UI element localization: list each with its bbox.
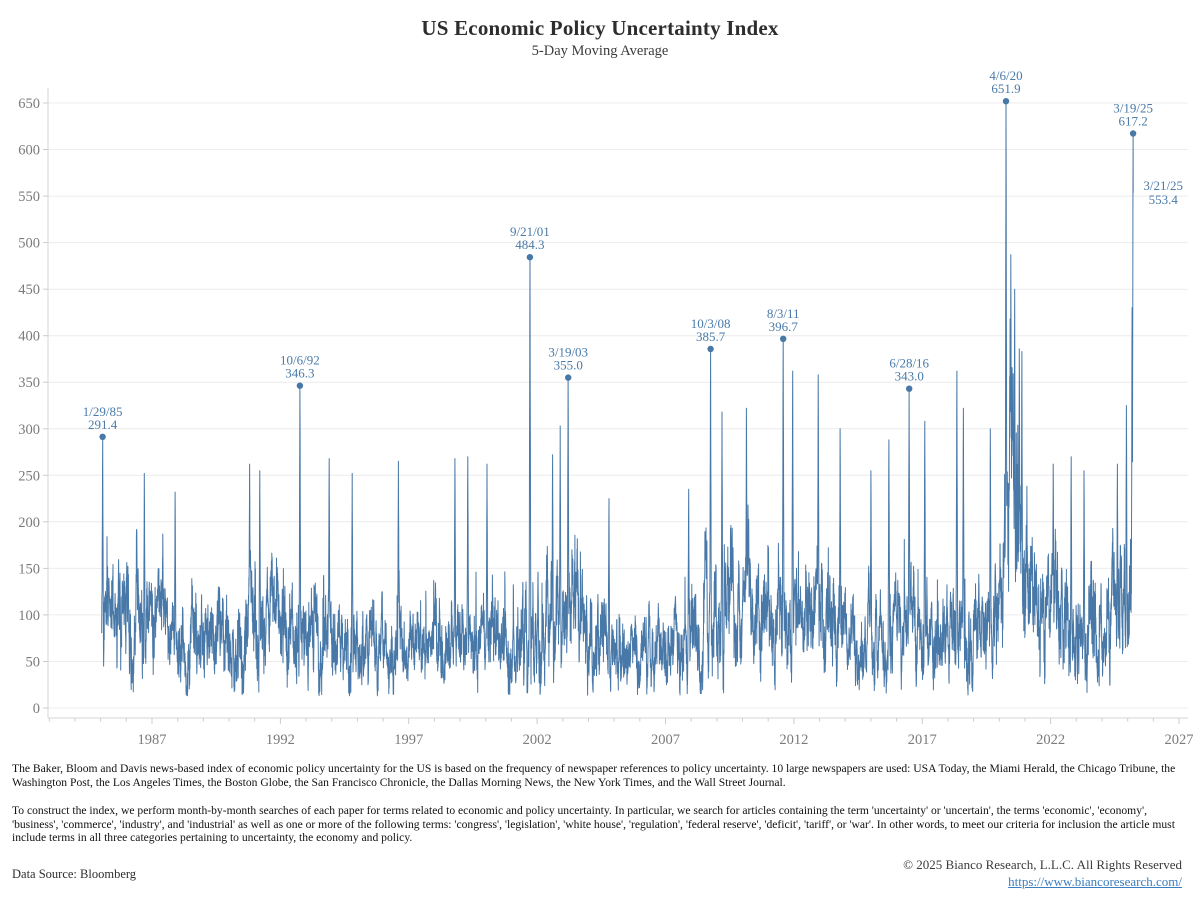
x-tick-label: 1987 bbox=[138, 732, 167, 748]
grid-lines bbox=[48, 102, 1188, 709]
x-tick-label: 2012 bbox=[779, 732, 808, 748]
epu-line-chart: 0 50 100 150 200 250 300 350 400 450 500 550 600 650 1… bbox=[18, 68, 1194, 748]
footnote-paragraph-1: The Baker, Bloom and Davis news-based in… bbox=[12, 762, 1176, 789]
peak-marker bbox=[526, 254, 534, 261]
y-tick-label: 150 bbox=[18, 561, 40, 577]
x-tick-label: 2027 bbox=[1165, 732, 1194, 748]
axes bbox=[47, 88, 1188, 719]
y-tick-label: 50 bbox=[26, 655, 41, 671]
peak-marker bbox=[707, 345, 714, 353]
peak-marker bbox=[1002, 98, 1010, 105]
footnote-paragraph-2: To construct the index, we perform month… bbox=[12, 804, 1175, 845]
x-tick-label: 1992 bbox=[266, 732, 295, 748]
y-tick-label: 100 bbox=[18, 608, 40, 624]
y-tick-label: 0 bbox=[33, 701, 40, 717]
y-tick-label: 350 bbox=[18, 375, 40, 391]
y-tick-label: 550 bbox=[18, 189, 40, 205]
peak-annotation: 8/3/11 396.7 bbox=[767, 306, 800, 334]
page-title: US Economic Policy Uncertainty Index bbox=[421, 16, 779, 40]
peak-annotation: 10/6/92 346.3 bbox=[280, 353, 320, 381]
x-tick-label: 2017 bbox=[908, 732, 937, 748]
peak-annotation: 10/3/08 385.7 bbox=[691, 316, 731, 344]
x-tick-label: 2007 bbox=[651, 732, 680, 748]
peak-annotation: 4/6/20 651.9 bbox=[989, 68, 1022, 96]
y-axis-labels: 0 50 100 150 200 250 300 350 400 450 500 550 600 650 bbox=[18, 96, 40, 717]
peak-annotation: 3/19/25 617.2 bbox=[1113, 101, 1153, 129]
page-subtitle: 5-Day Moving Average bbox=[531, 43, 669, 59]
tick-marks bbox=[43, 102, 1180, 724]
y-tick-label: 650 bbox=[18, 96, 40, 112]
x-tick-label: 1997 bbox=[394, 732, 423, 748]
x-tick-label: 2022 bbox=[1036, 732, 1065, 748]
y-tick-label: 300 bbox=[18, 422, 40, 438]
copyright-block: © 2025 Bianco Research, L.L.C. All Right… bbox=[903, 857, 1182, 890]
peak-marker bbox=[1129, 130, 1137, 137]
peak-annotation: 6/28/16 343.0 bbox=[889, 356, 929, 384]
y-tick-label: 200 bbox=[18, 515, 40, 531]
x-tick-label: 2002 bbox=[523, 732, 552, 748]
y-tick-label: 400 bbox=[18, 329, 40, 345]
y-tick-label: 500 bbox=[18, 236, 40, 252]
y-tick-label: 450 bbox=[18, 282, 40, 298]
series-line bbox=[101, 100, 1134, 697]
peak-marker bbox=[565, 374, 572, 381]
peak-annotation: 3/21/25 553.4 bbox=[1143, 178, 1183, 207]
data-source-label: Data Source: Bloomberg bbox=[12, 867, 137, 881]
peak-annotation: 1/29/85 291.4 bbox=[83, 404, 123, 432]
y-tick-label: 250 bbox=[18, 468, 40, 484]
x-axis-labels: 1987 1992 1997 2002 2007 2012 2017 2022 2027 bbox=[138, 732, 1194, 748]
peak-annotation: 3/19/03 355.0 bbox=[548, 345, 588, 373]
peak-annotation: 9/21/01 484.3 bbox=[510, 224, 550, 252]
website-link[interactable]: https://www.biancoresearch.com/ bbox=[1008, 874, 1182, 889]
peak-marker bbox=[99, 433, 106, 440]
y-tick-label: 600 bbox=[18, 143, 40, 159]
peak-marker bbox=[780, 335, 787, 342]
peak-marker bbox=[296, 382, 304, 389]
copyright-notice: © 2025 Bianco Research, L.L.C. All Right… bbox=[903, 857, 1182, 872]
peak-marker bbox=[906, 385, 913, 392]
